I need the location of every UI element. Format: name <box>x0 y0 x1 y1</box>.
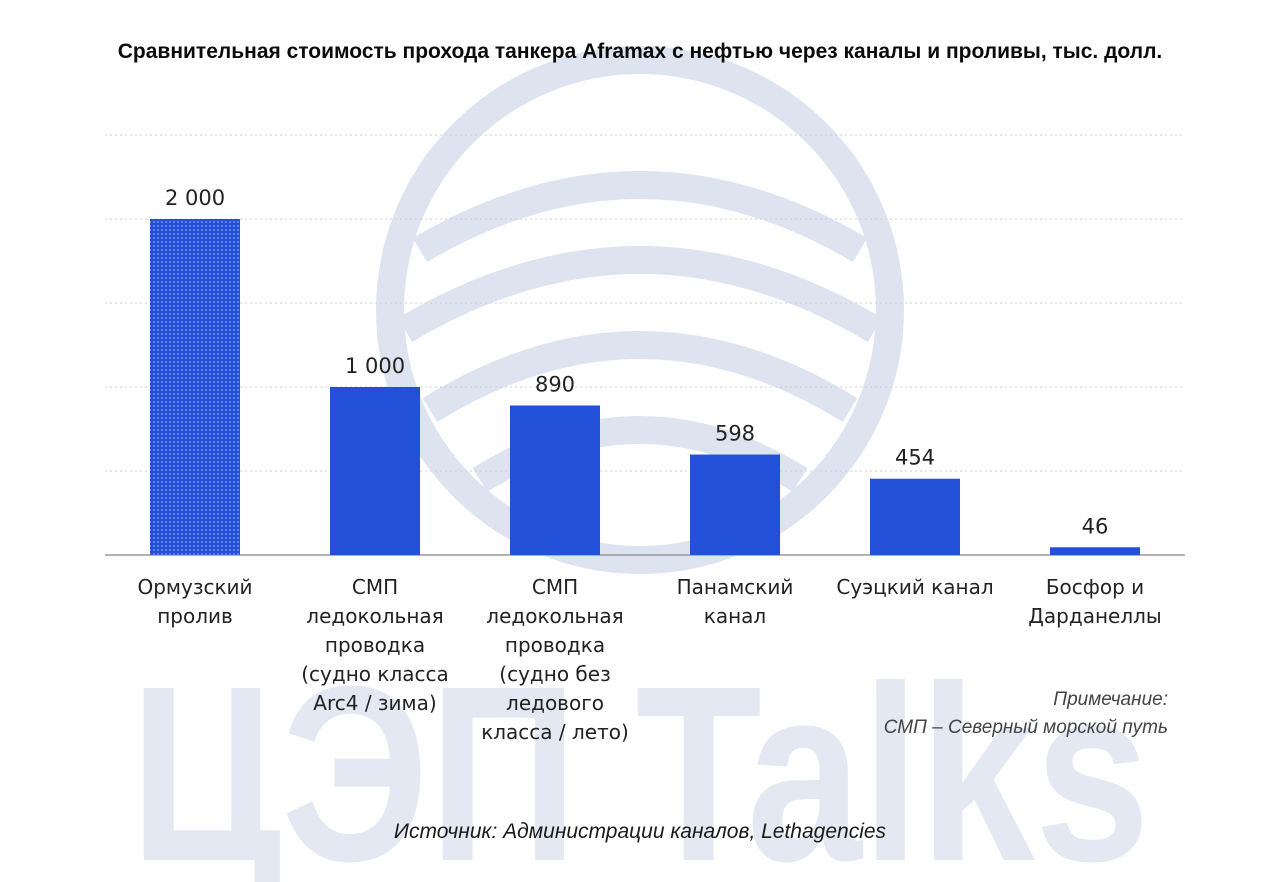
bars <box>150 219 1140 555</box>
value-label: 454 <box>895 446 935 470</box>
category-label: СМП ледокольная проводка (судно без ледового… <box>481 575 629 744</box>
value-label: 598 <box>715 422 755 446</box>
bar <box>1050 547 1140 555</box>
category-label: Ормузский пролив <box>137 575 252 628</box>
watermark-text: ЦЭП Talks <box>130 634 1150 882</box>
bar <box>330 387 420 555</box>
chart-title: Сравнительная стоимость прохода танкера … <box>117 40 1163 63</box>
footnote-text: СМП – Северный морской путь <box>883 717 1168 738</box>
value-label: 1 000 <box>345 354 405 378</box>
bar <box>690 454 780 555</box>
category-label: СМП ледокольная проводка (судно класса Arc4 … <box>301 575 449 715</box>
category-labels: Ормузский пролив СМП ледокольная проводка (су… <box>137 575 1161 744</box>
gridlines <box>105 134 1185 556</box>
category-label: Панамский канал <box>677 575 794 628</box>
value-label: 2 000 <box>165 186 225 210</box>
footnote-heading: Примечание: <box>1053 689 1168 710</box>
source-line: Источник: Администрации каналов, Lethage… <box>393 820 887 843</box>
bar <box>150 219 240 555</box>
bar <box>870 478 960 555</box>
value-label: 46 <box>1082 514 1109 538</box>
value-label: 890 <box>535 372 575 396</box>
category-label: Босфор и Дарданеллы <box>1028 575 1161 628</box>
bar <box>510 405 600 555</box>
footnote: Примечание: СМП – Северный морской путь <box>884 686 1168 742</box>
category-label: Суэцкий канал <box>836 575 993 599</box>
value-labels: 2 000 1 000 890 598 454 46 <box>165 186 1108 538</box>
